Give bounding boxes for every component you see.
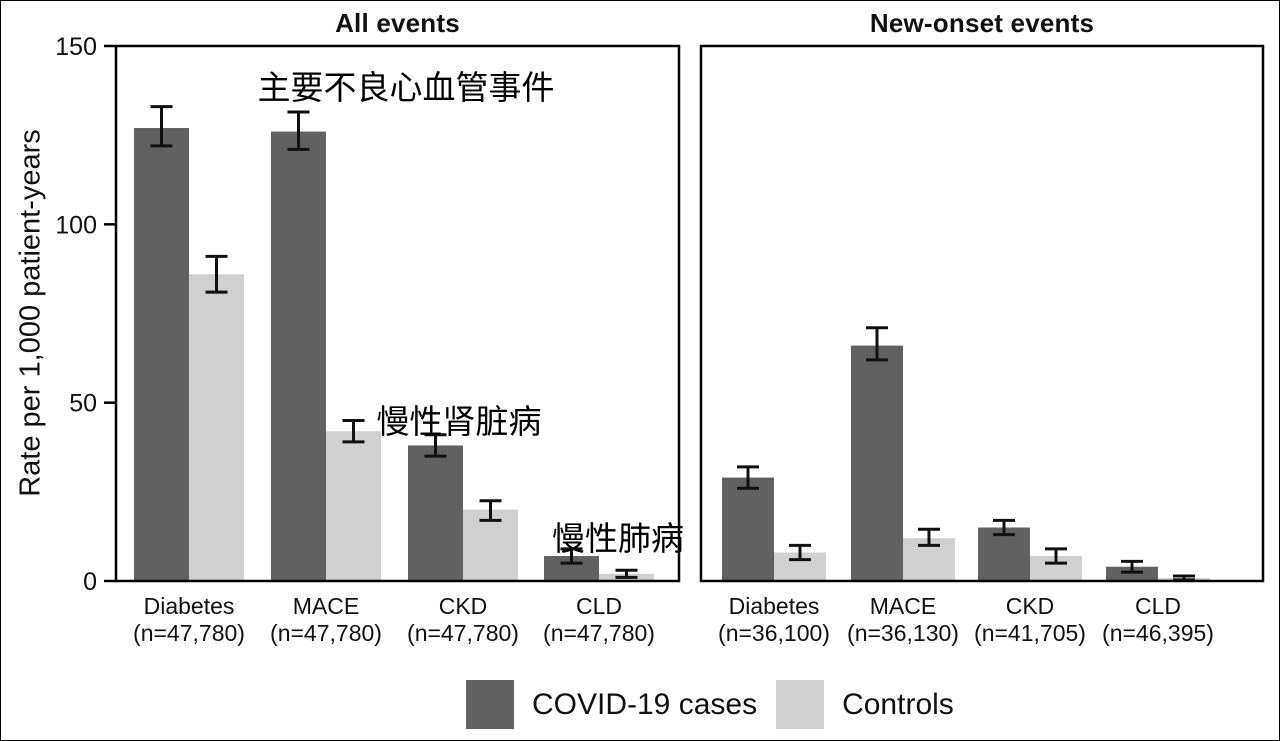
y-tick-label-100: 100 <box>55 211 97 239</box>
legend-label-controls: Controls <box>842 687 954 721</box>
panel-title-new-onset-events: New-onset events <box>869 8 1095 38</box>
legend: COVID-19 cases Controls <box>466 680 954 729</box>
x-label-n-ckd: (n=47,780) <box>407 620 519 646</box>
y-tick-label-50: 50 <box>69 390 97 418</box>
y-tick-label-150: 150 <box>55 33 97 61</box>
panel-title-all-events: All events <box>335 8 460 38</box>
x-label-n-mace: (n=36,130) <box>847 620 959 646</box>
annotation-mace-chinese: 主要不良心血管事件 <box>257 69 555 106</box>
x-label-cld: CLD <box>1135 593 1181 619</box>
x-label-n-cld: (n=47,780) <box>543 620 655 646</box>
x-label-n-diabetes: (n=36,100) <box>718 620 830 646</box>
x-label-n-mace: (n=47,780) <box>270 620 382 646</box>
legend-swatch-controls <box>776 680 825 729</box>
x-label-cld: CLD <box>576 593 622 619</box>
x-label-diabetes: Diabetes <box>144 593 235 619</box>
panel-frame-0 <box>114 44 681 583</box>
y-axis-label: Rate per 1,000 patient-years <box>14 129 47 497</box>
x-label-n-ckd: (n=41,705) <box>974 620 1086 646</box>
bar-controls-mace <box>326 431 381 581</box>
bar-covid-mace <box>271 131 326 581</box>
legend-label-covid-cases: COVID-19 cases <box>532 687 758 721</box>
panel-frame-1 <box>699 44 1265 583</box>
x-label-n-diabetes: (n=47,780) <box>133 620 245 646</box>
y-tick-label-0: 0 <box>83 568 97 596</box>
bar-covid-cld <box>1106 566 1158 581</box>
annotation-cld-chinese: 慢性肺病 <box>552 520 684 557</box>
x-label-mace: MACE <box>293 593 359 619</box>
x-label-ckd: CKD <box>1006 593 1055 619</box>
bar-covid-mace <box>851 345 903 581</box>
bar-covid-diabetes <box>722 477 774 581</box>
bar-controls-diabetes <box>189 274 244 581</box>
legend-swatch-covid-cases <box>466 680 514 729</box>
x-label-n-cld: (n=46,395) <box>1102 620 1214 646</box>
bar-covid-diabetes <box>134 128 189 581</box>
x-label-diabetes: Diabetes <box>729 593 820 619</box>
bar-covid-ckd <box>408 445 463 581</box>
annotation-ckd-chinese: 慢性肾脏病 <box>376 403 542 440</box>
x-label-ckd: CKD <box>439 593 488 619</box>
x-label-mace: MACE <box>870 593 936 619</box>
bar-covid-ckd <box>978 527 1030 581</box>
